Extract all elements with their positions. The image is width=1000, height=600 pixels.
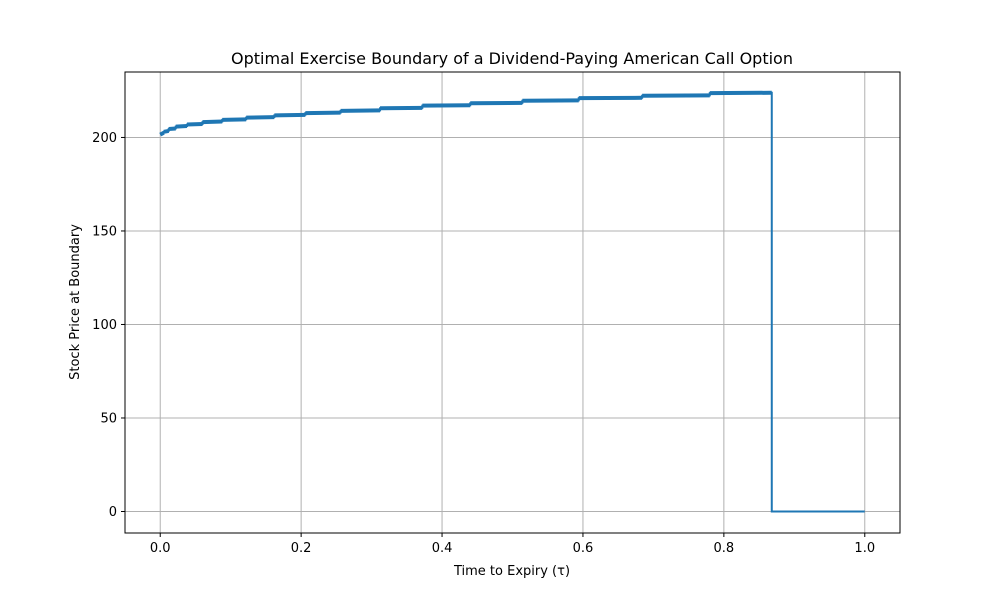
- boundary-step: [340, 108, 381, 113]
- x-tick-label: 0.2: [291, 541, 312, 556]
- boundary-step: [163, 128, 170, 134]
- boundary-step: [175, 124, 188, 129]
- x-tick-label: 0.4: [432, 541, 453, 556]
- boundary-step: [186, 121, 203, 127]
- x-tick-label: 0.0: [150, 541, 171, 556]
- boundary-step: [305, 110, 341, 116]
- x-axis-label: Time to Expiry (τ): [453, 564, 570, 579]
- y-tick-label: 200: [92, 131, 117, 146]
- series-line: [159, 91, 865, 513]
- series-layer: [159, 90, 865, 513]
- x-tick-label: 0.8: [714, 541, 735, 556]
- y-axis: 0 50 100 150 200: [92, 131, 125, 520]
- boundary-step: [202, 119, 223, 125]
- x-tick-label: 0.6: [573, 541, 594, 556]
- boundary-step: [274, 112, 306, 118]
- plot-frame: [124, 71, 901, 534]
- chart-title: Optimal Exercise Boundary of a Dividend-…: [231, 49, 793, 68]
- x-axis: 0.0 0.2 0.4 0.6 0.8 1.0: [150, 533, 875, 556]
- y-tick-label: 50: [100, 411, 117, 426]
- y-tick-label: 100: [92, 318, 117, 333]
- boundary-step: [159, 131, 165, 137]
- grid-lines: [125, 72, 900, 533]
- y-tick-label: 0: [109, 505, 117, 520]
- boundary-step: [246, 115, 275, 120]
- boundary-step: [168, 126, 176, 132]
- y-tick-label: 150: [92, 224, 117, 239]
- x-tick-label: 1.0: [854, 541, 875, 556]
- y-axis-label: Stock Price at Boundary: [68, 224, 83, 380]
- boundary-step: [222, 117, 247, 122]
